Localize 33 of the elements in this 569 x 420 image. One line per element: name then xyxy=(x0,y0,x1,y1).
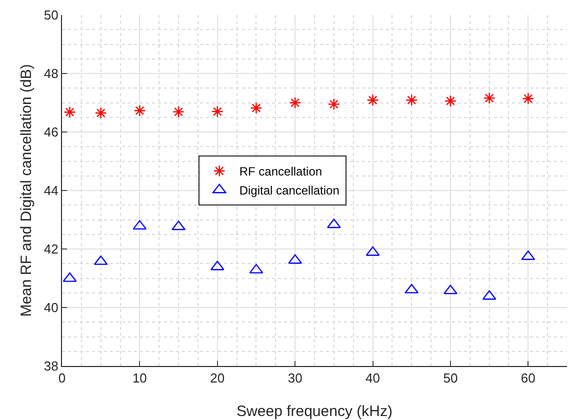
x-tick-label: 60 xyxy=(520,370,536,386)
x-tick-label: 20 xyxy=(210,370,225,386)
y-tick-label: 48 xyxy=(44,66,58,82)
point xyxy=(289,96,302,109)
point xyxy=(444,284,458,294)
point xyxy=(522,92,534,105)
point xyxy=(134,104,146,117)
point xyxy=(250,102,262,114)
y-tick-label: 46 xyxy=(44,124,58,140)
y-tick-label: 42 xyxy=(44,242,58,257)
point xyxy=(406,94,418,106)
x-tick-label: 30 xyxy=(288,370,302,386)
y-tick-label: 44 xyxy=(44,183,58,198)
x-tick-label: 10 xyxy=(132,370,147,386)
point xyxy=(211,106,224,118)
x-tick-label: 50 xyxy=(443,370,458,386)
y-tick-label: 40 xyxy=(44,300,58,316)
x-tick-label: 40 xyxy=(366,370,380,386)
point xyxy=(483,92,496,104)
y-tick-label: 38 xyxy=(44,358,58,374)
x-tick-label: 0 xyxy=(58,370,66,386)
x-axis-title: Sweep frequency (kHz) xyxy=(236,403,392,420)
y-tick-label: 50 xyxy=(44,8,58,23)
point xyxy=(94,106,107,119)
point xyxy=(444,94,456,107)
legend-label: RF cancellation xyxy=(239,164,322,179)
point xyxy=(328,98,340,110)
legend-label: Digital cancellation xyxy=(239,184,340,198)
point xyxy=(64,106,76,118)
point xyxy=(172,106,185,118)
y-axis-title: Mean RF and Digital cancellation (dB) xyxy=(18,64,36,317)
point xyxy=(172,220,186,230)
point xyxy=(366,94,379,106)
